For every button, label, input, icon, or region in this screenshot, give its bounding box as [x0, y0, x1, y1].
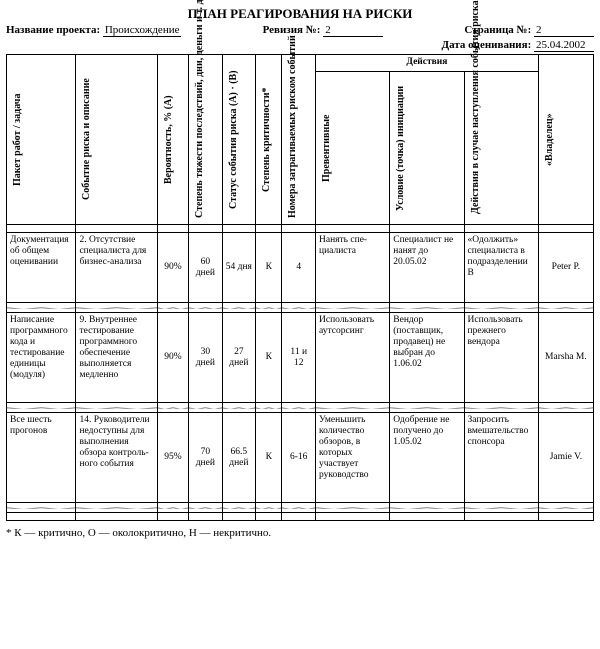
col-prob: Вероятность, % (A) — [161, 57, 177, 222]
gap-row — [7, 503, 594, 513]
cell-prob: 95% — [157, 413, 188, 503]
cell-crit: К — [256, 413, 282, 503]
data-row-1: Написание программ­ного кода и тестирова… — [7, 313, 594, 403]
cell-event: 9. Внутреннее тестиро­вание про­граммног… — [76, 313, 157, 403]
date-value: 25.04.2002 — [534, 39, 594, 52]
col-severity: Степень тяжести последствий, дни, деньги… — [192, 57, 208, 222]
cell-contingency: «Одолжить» специалиста в подразде­лении … — [464, 233, 538, 303]
cell-prob: 90% — [157, 233, 188, 303]
page-value: 2 — [534, 24, 594, 37]
cell-affected: 11 и 12 — [282, 313, 316, 403]
col-contingency: Действия в случае наступления события ри… — [468, 78, 484, 218]
col-trigger: Условие (точка) инициации — [393, 78, 409, 218]
revision-value: 2 — [323, 24, 383, 37]
doc-title: ПЛАН РЕАГИРОВАНИЯ НА РИСКИ — [6, 6, 594, 22]
col-affected: Номера затрагиваемых риском событий — [285, 57, 301, 222]
cell-owner: Jamie V. — [538, 413, 593, 503]
spacer-row — [7, 225, 594, 233]
col-status: Статус события риска (A) · (B) — [226, 57, 242, 222]
cell-trigger: Вендор (поставщик, продавец) не выбран д… — [390, 313, 464, 403]
cell-event: 14. Руководи­тели недо­ступны для выполн… — [76, 413, 157, 503]
cell-contingency: Использо­вать прежне­го вендора — [464, 313, 538, 403]
col-actions: Действия — [316, 55, 539, 72]
project-label: Название проекта: — [6, 24, 100, 36]
cell-severity: 70 дней — [189, 413, 223, 503]
cell-owner: Marsha M. — [538, 313, 593, 403]
risk-table: Пакет работ / задача Событие риска и опи… — [6, 54, 594, 521]
cell-wp: Написание программ­ного кода и тестирова… — [7, 313, 76, 403]
date-label: Дата оценивания: — [442, 39, 532, 51]
cell-wp: Документа­ция об общем оценивании — [7, 233, 76, 303]
cell-severity: 60 дней — [189, 233, 223, 303]
cell-trigger: Одобрение не получено до 1.05.02 — [390, 413, 464, 503]
cell-trigger: Специалист не нанят до 20.05.02 — [390, 233, 464, 303]
cell-crit: К — [256, 233, 282, 303]
cell-status: 54 дня — [222, 233, 256, 303]
col-preventive: Превентивные — [319, 78, 335, 218]
cell-preventive: Уменьшить количество обзоров, в которых … — [316, 413, 390, 503]
gap-row — [7, 403, 594, 413]
cell-affected: 6-16 — [282, 413, 316, 503]
spacer-row — [7, 513, 594, 521]
footnote: * К — критично, О — околокритично, Н — н… — [6, 527, 594, 539]
meta-row-1: Название проекта: Происхождение Ревизия … — [6, 24, 594, 37]
cell-preventive: Использо­вать аутсорсинг — [316, 313, 390, 403]
cell-affected: 4 — [282, 233, 316, 303]
meta-row-2: Дата оценивания: 25.04.2002 — [6, 39, 594, 52]
cell-contingency: Запросить вмешатель­ство спон­сора — [464, 413, 538, 503]
gap-row — [7, 303, 594, 313]
cell-status: 27 дней — [222, 313, 256, 403]
data-row-2: Все шесть прогонов 14. Руководи­тели нед… — [7, 413, 594, 503]
col-wp: Пакет работ / задача — [10, 57, 26, 222]
cell-owner: Peter P. — [538, 233, 593, 303]
cell-crit: К — [256, 313, 282, 403]
cell-preventive: Нанять спе­циалиста — [316, 233, 390, 303]
col-owner: «Владелец» — [542, 57, 558, 222]
data-row-0: Документа­ция об общем оценивании 2. Отс… — [7, 233, 594, 303]
cell-prob: 90% — [157, 313, 188, 403]
cell-severity: 30 дней — [189, 313, 223, 403]
cell-wp: Все шесть прогонов — [7, 413, 76, 503]
col-event: Событие риска и описание — [79, 57, 95, 222]
cell-event: 2. Отсутствие специалиста для бизнес-ана… — [76, 233, 157, 303]
cell-status: 66.5 дней — [222, 413, 256, 503]
header-row-1: Пакет работ / задача Событие риска и опи… — [7, 55, 594, 72]
project-value: Происхождение — [103, 24, 182, 37]
col-crit: Степень критичности* — [259, 57, 275, 222]
